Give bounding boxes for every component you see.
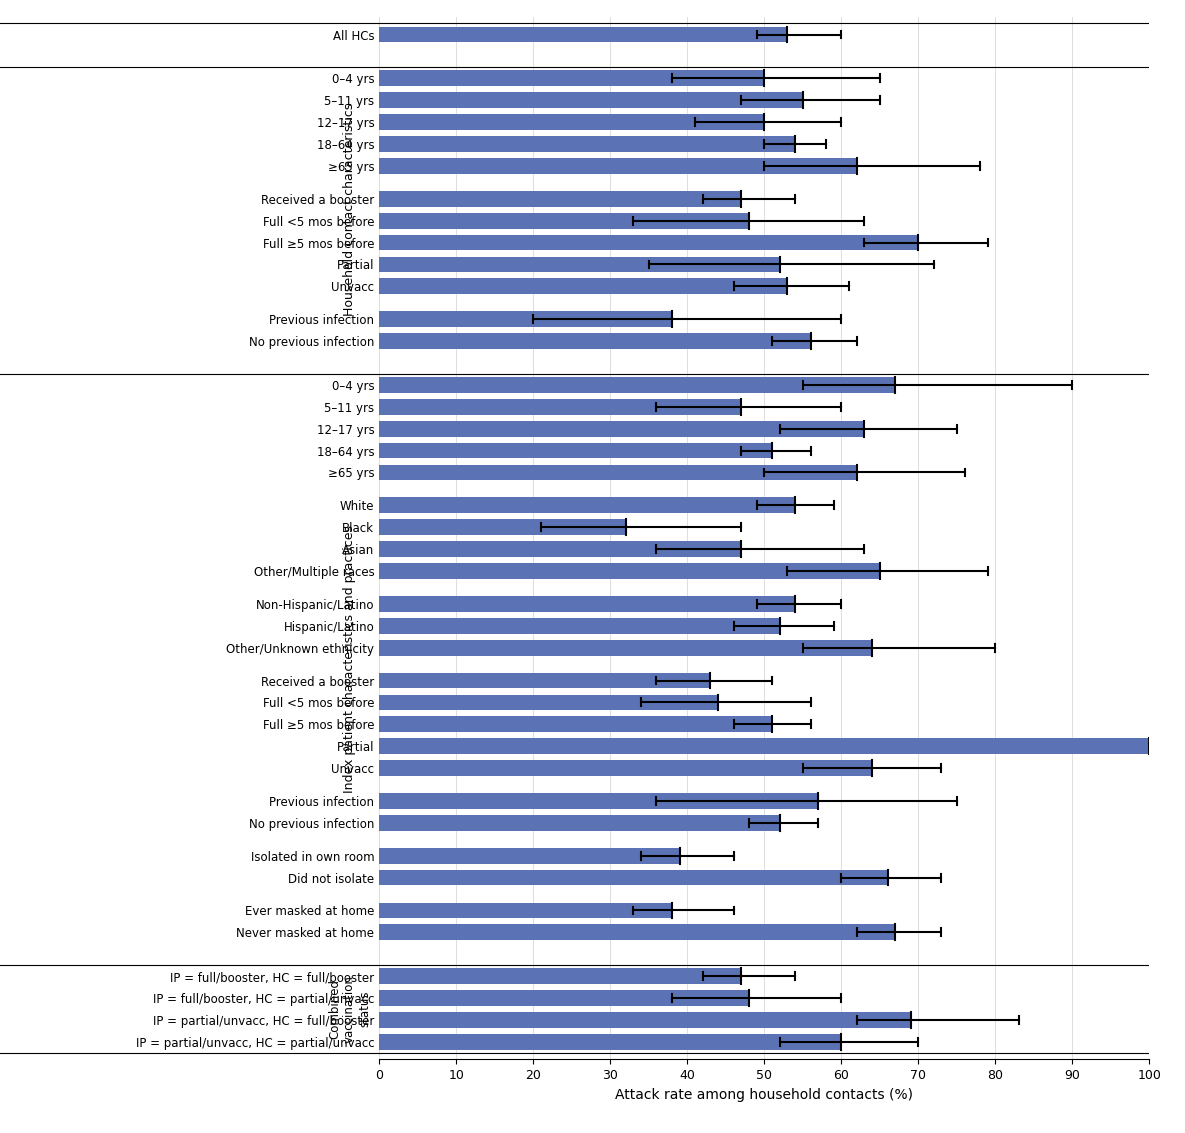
Bar	[379, 136, 795, 152]
Bar	[379, 925, 896, 940]
Bar	[379, 847, 680, 863]
Bar	[379, 519, 626, 535]
Text: Combined
vaccination
status: Combined vaccination status	[328, 976, 371, 1042]
Bar	[379, 793, 819, 809]
Text: Index patient characteristics and practices: Index patient characteristics and practi…	[344, 525, 356, 793]
Bar	[379, 1034, 841, 1049]
Bar	[379, 312, 672, 327]
Bar	[379, 377, 896, 393]
Bar	[379, 114, 764, 130]
Bar	[379, 673, 711, 689]
Bar	[379, 596, 795, 612]
Bar	[379, 563, 879, 579]
Bar	[379, 739, 1149, 755]
Bar	[379, 92, 803, 108]
Bar	[379, 716, 773, 732]
Bar	[379, 333, 811, 349]
Bar	[379, 399, 742, 415]
Bar	[379, 542, 742, 557]
Bar	[379, 420, 865, 436]
Bar	[379, 443, 773, 459]
Bar	[379, 27, 787, 42]
Bar	[379, 256, 780, 272]
Bar	[379, 990, 749, 1006]
Bar	[379, 903, 672, 919]
Bar	[379, 815, 780, 830]
Bar	[379, 969, 742, 985]
Bar	[379, 497, 795, 513]
Bar	[379, 617, 780, 633]
Bar	[379, 640, 872, 656]
Bar	[379, 760, 872, 776]
Bar	[379, 465, 857, 480]
Bar	[379, 870, 888, 886]
Bar	[379, 157, 857, 173]
X-axis label: Attack rate among household contacts (%): Attack rate among household contacts (%)	[615, 1088, 914, 1101]
Bar	[379, 279, 787, 295]
Bar	[379, 213, 749, 229]
Bar	[379, 695, 718, 710]
Text: Household contact characteristics: Household contact characteristics	[344, 103, 356, 316]
Bar	[379, 190, 742, 206]
Bar	[379, 235, 918, 250]
Bar	[379, 70, 764, 86]
Bar	[379, 1012, 911, 1028]
